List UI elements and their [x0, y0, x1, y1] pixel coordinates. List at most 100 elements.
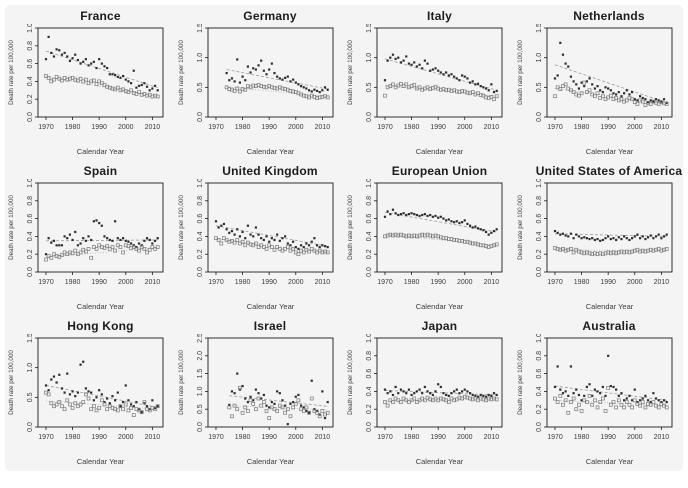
- x-axis-title: Calendar Year: [416, 147, 464, 156]
- points-lower: [383, 394, 499, 408]
- svg-text:0.4: 0.4: [197, 231, 204, 241]
- svg-text:1.0: 1.0: [197, 53, 204, 63]
- svg-text:1980: 1980: [234, 434, 250, 441]
- y-axis-title: Death rate per 100,000: [517, 195, 524, 260]
- svg-text:1.0: 1.0: [197, 179, 204, 188]
- x-axis: 1970 1980 1990 2000 2010: [38, 272, 160, 286]
- svg-text:1990: 1990: [261, 279, 277, 286]
- y-axis: 0.0 0.5 1.0 1.5: [536, 24, 547, 122]
- x-axis: 1970 1980 1990 2000 2010: [208, 427, 330, 441]
- trend-lines: [384, 390, 497, 402]
- svg-text:1970: 1970: [208, 124, 224, 131]
- figure-panel: France 1970 1980 1990 2000 2010 0.0 0.2 0.4 0.6 0…: [5, 5, 683, 471]
- chart-plot: 1970 1980 1990 2000 2010 0.0 0.2 0.4 0.6 0.8 1.0 De…: [517, 334, 672, 466]
- svg-text:0.6: 0.6: [366, 369, 373, 379]
- svg-text:1.0: 1.0: [197, 386, 204, 396]
- svg-text:1.5: 1.5: [197, 369, 204, 379]
- x-axis: 1970 1980 1990 2000 2010: [547, 117, 669, 131]
- x-axis-title: Calendar Year: [246, 147, 294, 156]
- plot-box: [37, 337, 164, 428]
- chart-plot: 1970 1980 1990 2000 2010 0.0 0.5 1.0 1.5 Death ra…: [8, 334, 164, 466]
- y-axis: 0.0 0.2 0.4 0.6 0.8 1.0: [536, 334, 547, 432]
- svg-text:1980: 1980: [404, 124, 420, 131]
- chart-title: United Kingdom: [222, 164, 318, 178]
- points-lower: [226, 385, 330, 420]
- points-upper: [383, 208, 498, 236]
- y-axis-title: Death rate per 100,000: [178, 195, 185, 260]
- chart-title: Spain: [83, 164, 118, 178]
- svg-text:1970: 1970: [38, 279, 54, 286]
- svg-text:1990: 1990: [430, 124, 446, 131]
- svg-text:2010: 2010: [314, 279, 330, 286]
- svg-text:0.2: 0.2: [27, 94, 34, 104]
- chart-title: Germany: [243, 9, 297, 23]
- svg-text:1980: 1980: [404, 434, 420, 441]
- svg-text:1980: 1980: [65, 279, 81, 286]
- svg-text:1.0: 1.0: [536, 179, 543, 188]
- svg-text:2000: 2000: [626, 279, 642, 286]
- svg-text:1990: 1990: [261, 434, 277, 441]
- svg-text:0.8: 0.8: [27, 41, 34, 51]
- svg-text:0.4: 0.4: [536, 231, 543, 241]
- chart-plot: 1970 1980 1990 2000 2010 0.0 0.2 0.4 0.6 0.8 1.0 De…: [517, 179, 672, 311]
- trend-lines: [554, 64, 667, 105]
- svg-text:1980: 1980: [234, 279, 250, 286]
- chart-plot: 1970 1980 1990 2000 2010 0.0 0.5 1.0 1.5 Death ra…: [347, 24, 503, 156]
- svg-text:2010: 2010: [484, 279, 500, 286]
- svg-text:1.5: 1.5: [27, 334, 34, 343]
- svg-text:0.6: 0.6: [366, 214, 373, 224]
- plot-box: [546, 27, 672, 118]
- svg-text:2000: 2000: [626, 124, 642, 131]
- y-axis: 0.0 0.2 0.4 0.6 0.8 1.0: [366, 179, 377, 277]
- svg-text:2010: 2010: [145, 124, 161, 131]
- chart-title: European Union: [391, 164, 488, 178]
- svg-text:0.2: 0.2: [27, 249, 34, 259]
- points-upper: [44, 219, 159, 256]
- chart-cell: United Kingdom 1970 1980 1990 2000 2010 0.0 0.…: [175, 160, 344, 315]
- plot-box: [207, 182, 333, 273]
- svg-text:2010: 2010: [653, 279, 669, 286]
- svg-text:2010: 2010: [314, 124, 330, 131]
- x-axis-title: Calendar Year: [585, 302, 633, 311]
- chart-plot: 1970 1980 1990 2000 2010 0.0 0.5 1.0 1.5 Death ra…: [178, 24, 333, 156]
- y-axis-title: Death rate per 100,000: [8, 40, 15, 105]
- svg-text:0.0: 0.0: [27, 267, 34, 277]
- trend-lines: [45, 385, 158, 410]
- svg-text:2000: 2000: [287, 124, 303, 131]
- svg-text:1990: 1990: [600, 124, 616, 131]
- svg-text:0.0: 0.0: [536, 267, 543, 277]
- svg-text:1.0: 1.0: [366, 334, 373, 343]
- points-lower: [552, 385, 669, 415]
- chart-cell: Spain 1970 1980 1990 2000 2010 0.0 0.2 0.4 0.6 0.…: [5, 160, 174, 315]
- svg-text:0.2: 0.2: [536, 249, 543, 259]
- y-axis-title: Death rate per 100,000: [178, 350, 185, 415]
- svg-text:1980: 1980: [65, 434, 81, 441]
- svg-text:1990: 1990: [91, 434, 107, 441]
- svg-text:0.6: 0.6: [27, 214, 34, 224]
- svg-text:0.6: 0.6: [27, 59, 34, 69]
- plot-box: [376, 182, 503, 273]
- y-axis-title: Death rate per 100,000: [517, 40, 524, 105]
- svg-text:2010: 2010: [145, 434, 161, 441]
- plot-box: [376, 27, 503, 118]
- trend-lines: [45, 239, 158, 258]
- svg-text:0.8: 0.8: [197, 196, 204, 206]
- svg-text:0.0: 0.0: [197, 422, 204, 432]
- y-axis: 0.0 0.5 1.0 1.5: [197, 24, 208, 122]
- chart-cell: Netherlands 1970 1980 1990 2000 2010 0.0 0.5 1.…: [514, 5, 683, 160]
- chart-cell: United States of America 1970 1980 1990 200…: [514, 160, 683, 315]
- x-axis: 1970 1980 1990 2000 2010: [547, 272, 669, 286]
- chart-cell: Israel 1970 1980 1990 2000 2010 0.0 0.5 1.0 1.5 2…: [175, 315, 344, 470]
- y-axis: 0.0 0.5 1.0 1.5: [366, 24, 377, 122]
- svg-text:1990: 1990: [91, 124, 107, 131]
- svg-text:1970: 1970: [208, 279, 224, 286]
- x-axis-title: Calendar Year: [77, 302, 125, 311]
- y-axis-title: Death rate per 100,000: [8, 195, 15, 260]
- svg-text:2000: 2000: [118, 279, 134, 286]
- chart-cell: France 1970 1980 1990 2000 2010 0.0 0.2 0.4 0.6 0…: [5, 5, 174, 160]
- y-axis: 0.0 0.2 0.4 0.6 0.8 1.0: [197, 179, 208, 277]
- x-axis-title: Calendar Year: [77, 147, 125, 156]
- points-upper: [383, 383, 498, 398]
- svg-text:1.5: 1.5: [197, 24, 204, 33]
- svg-text:1970: 1970: [547, 124, 563, 131]
